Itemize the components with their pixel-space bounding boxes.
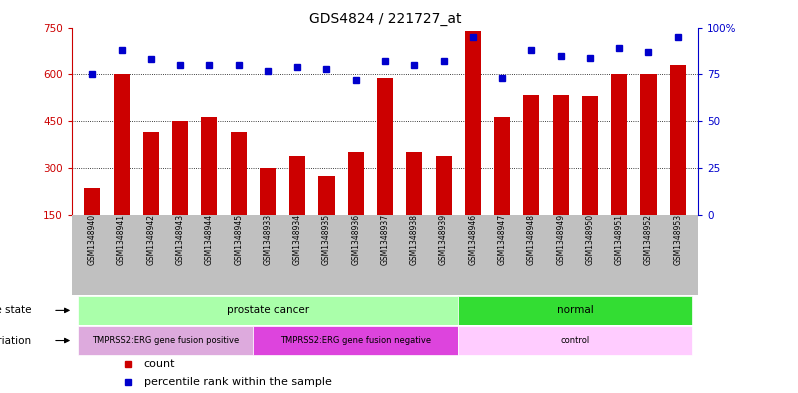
- Text: disease state: disease state: [0, 305, 31, 316]
- Title: GDS4824 / 221727_at: GDS4824 / 221727_at: [309, 13, 461, 26]
- Bar: [348, 152, 364, 215]
- Text: normal: normal: [557, 305, 594, 316]
- Bar: [201, 117, 217, 215]
- Text: percentile rank within the sample: percentile rank within the sample: [144, 377, 332, 387]
- Bar: [318, 176, 334, 215]
- Bar: [494, 117, 510, 215]
- Bar: [77, 296, 458, 325]
- Text: prostate cancer: prostate cancer: [227, 305, 309, 316]
- Bar: [611, 74, 627, 215]
- Bar: [231, 132, 247, 215]
- Bar: [172, 121, 188, 215]
- Bar: [582, 96, 598, 215]
- Text: genotype/variation: genotype/variation: [0, 336, 31, 345]
- Bar: [464, 31, 481, 215]
- Bar: [458, 296, 693, 325]
- Bar: [406, 152, 422, 215]
- Text: TMPRSS2:ERG gene fusion positive: TMPRSS2:ERG gene fusion positive: [92, 336, 239, 345]
- Text: count: count: [144, 359, 176, 369]
- Bar: [641, 74, 657, 215]
- Bar: [523, 95, 539, 215]
- Bar: [458, 326, 693, 355]
- Bar: [553, 95, 569, 215]
- Bar: [377, 77, 393, 215]
- Bar: [77, 326, 253, 355]
- Text: control: control: [561, 336, 590, 345]
- Bar: [260, 168, 276, 215]
- Text: TMPRSS2:ERG gene fusion negative: TMPRSS2:ERG gene fusion negative: [280, 336, 432, 345]
- Bar: [289, 156, 306, 215]
- Bar: [253, 326, 458, 355]
- Bar: [436, 156, 452, 215]
- Bar: [670, 65, 685, 215]
- Bar: [85, 188, 101, 215]
- Bar: [143, 132, 159, 215]
- Bar: [113, 74, 129, 215]
